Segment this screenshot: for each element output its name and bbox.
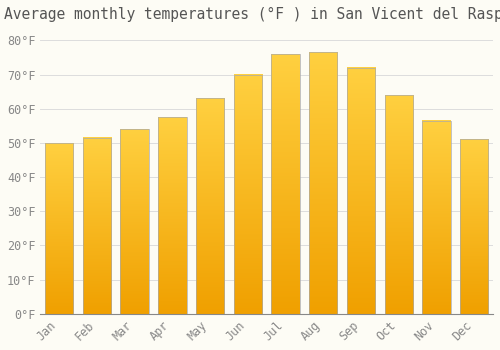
Bar bbox=[45, 143, 74, 314]
Bar bbox=[384, 95, 413, 314]
Title: Average monthly temperatures (°F ) in San Vicent del Raspeig: Average monthly temperatures (°F ) in Sa… bbox=[4, 7, 500, 22]
Bar bbox=[196, 98, 224, 314]
Bar bbox=[347, 68, 375, 314]
Bar bbox=[272, 54, 299, 314]
Bar bbox=[422, 121, 450, 314]
Bar bbox=[309, 52, 338, 314]
Bar bbox=[347, 68, 375, 314]
Bar bbox=[196, 98, 224, 314]
Bar bbox=[158, 117, 186, 314]
Bar bbox=[158, 117, 186, 314]
Bar bbox=[384, 95, 413, 314]
Bar bbox=[234, 75, 262, 314]
Bar bbox=[422, 121, 450, 314]
Bar bbox=[234, 75, 262, 314]
Bar bbox=[120, 129, 149, 314]
Bar bbox=[309, 52, 338, 314]
Bar bbox=[460, 140, 488, 314]
Bar bbox=[460, 140, 488, 314]
Bar bbox=[83, 138, 111, 314]
Bar bbox=[45, 143, 74, 314]
Bar bbox=[83, 138, 111, 314]
Bar bbox=[272, 54, 299, 314]
Bar bbox=[120, 129, 149, 314]
